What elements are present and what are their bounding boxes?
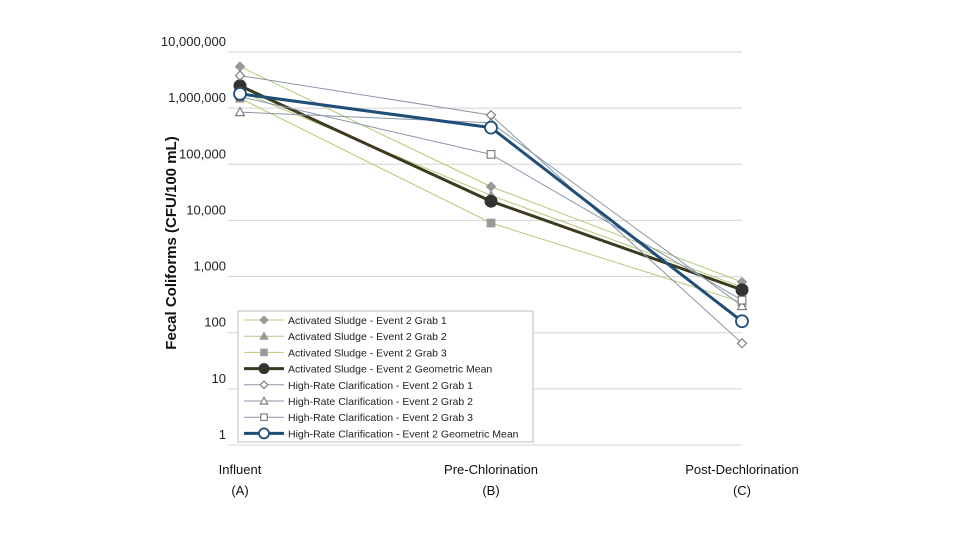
legend-marker: [259, 396, 269, 405]
legend-label: High-Rate Clarification - Event 2 Grab 2: [288, 396, 473, 408]
y-tick-label: 1,000,000: [168, 90, 226, 105]
series-markers: [233, 61, 749, 349]
data-point: [234, 106, 246, 117]
y-tick-label: 10: [212, 371, 226, 386]
legend-box: [237, 310, 534, 443]
legend-label: High-Rate Clarification - Event 2 Grab 3: [288, 412, 473, 424]
legend-label: Activated Sludge - Event 2 Geometric Mea…: [288, 364, 492, 376]
legend-marker: [259, 315, 269, 325]
x-category-sublabel: (A): [231, 483, 248, 498]
series-line: [239, 66, 743, 283]
legend-label: Activated Sludge - Event 2 Grab 1: [288, 315, 447, 327]
data-point: [234, 61, 246, 72]
data-point: [486, 218, 496, 228]
x-category-label: Influent: [219, 462, 262, 477]
y-tick-label: 1: [219, 427, 226, 442]
x-category-sublabel: (C): [733, 483, 751, 498]
data-point: [737, 295, 747, 305]
y-axis-label: Fecal Coliforms (CFU/100 mL): [163, 136, 180, 349]
legend-marker: [258, 363, 270, 375]
y-tick-label: 100: [204, 315, 226, 330]
legend-label: High-Rate Clarification - Event 2 Geomet…: [288, 428, 519, 440]
legend-marker: [259, 331, 269, 340]
legend-label: High-Rate Clarification - Event 2 Grab 1: [288, 380, 473, 392]
legend-marker: [258, 427, 270, 440]
legend-marker: [259, 380, 269, 390]
y-tick-label: 10,000: [186, 202, 226, 217]
legend-label: Activated Sludge - Event 2 Grab 2: [288, 331, 447, 343]
x-category-sublabel: (B): [482, 483, 499, 498]
legend: Activated Sludge - Event 2 Grab 1 Activat…: [237, 310, 534, 443]
legend-marker: [260, 348, 268, 357]
data-point: [234, 70, 246, 81]
x-category-label: Post-Dechlorination: [685, 462, 798, 477]
data-point: [484, 194, 498, 208]
y-tick-label: 1,000: [193, 259, 226, 274]
x-category-label: Pre-Chlorination: [444, 462, 538, 477]
data-point: [735, 283, 749, 297]
y-tick-label: 10,000,000: [161, 34, 226, 49]
y-tick-labels: 1 10 100 1,000 10,000 100,000 1,000,000 10,000,…: [161, 34, 226, 442]
data-point: [736, 300, 748, 311]
legend-marker: [260, 413, 268, 421]
data-point: [736, 337, 748, 349]
data-point: [486, 150, 496, 159]
data-point: [233, 86, 247, 101]
data-point: [484, 120, 498, 135]
legend-label: Activated Sludge - Event 2 Grab 3: [288, 347, 447, 359]
data-point: [735, 314, 749, 329]
x-category-labels: Influent (A) Pre-Chlorination (B) Post-Dechl…: [219, 462, 799, 498]
y-tick-label: 100,000: [179, 146, 226, 161]
